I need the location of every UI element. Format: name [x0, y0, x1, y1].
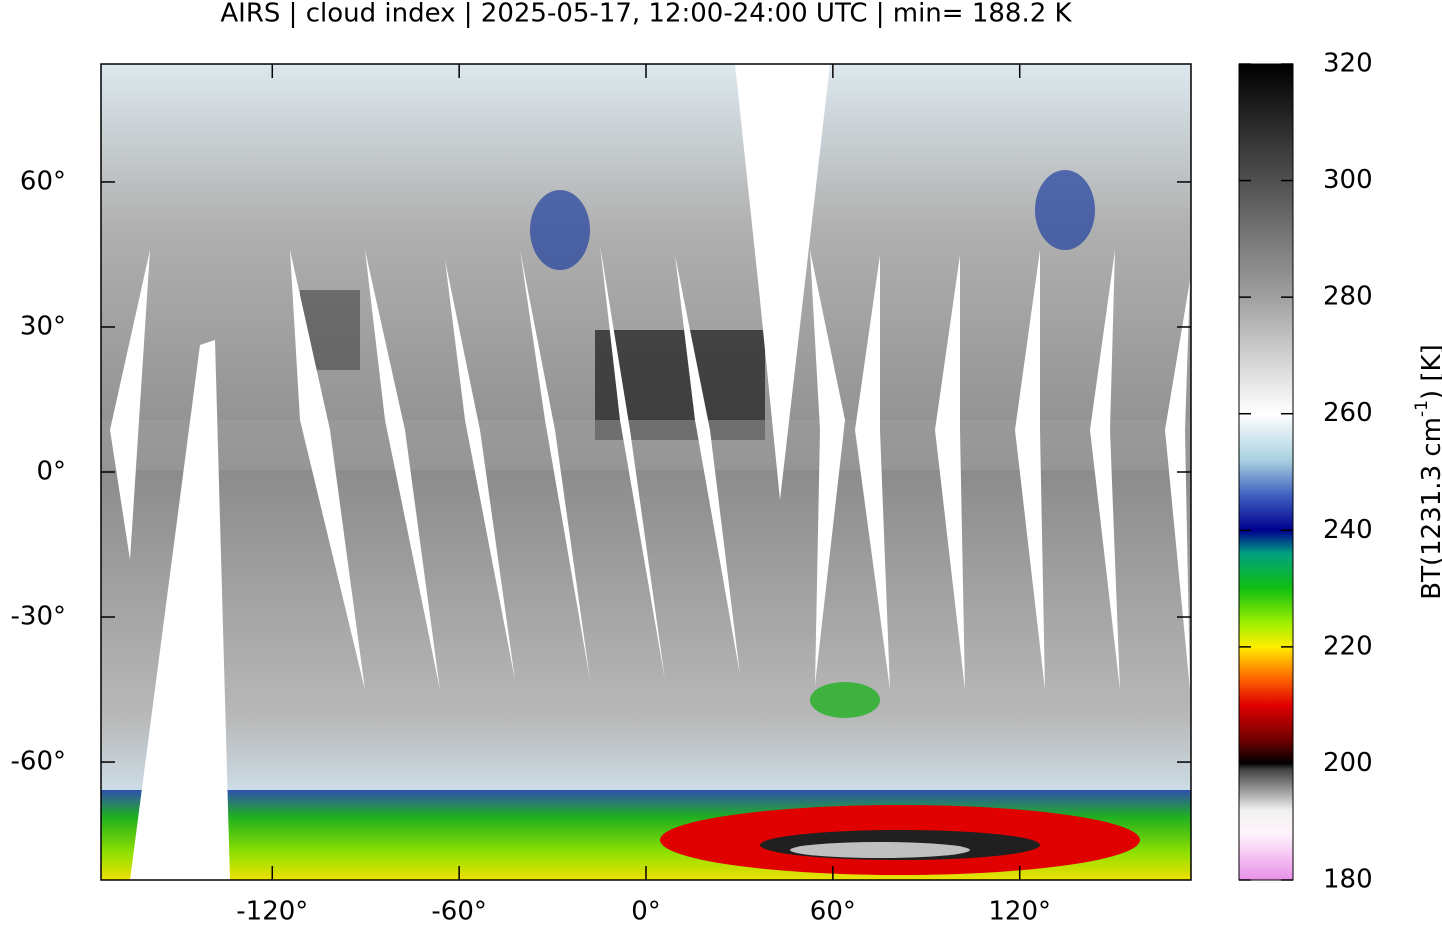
colorbar-label: BT(1231.3 cm-1) [K]: [1412, 344, 1442, 599]
y-tick-label: 30°: [20, 311, 66, 341]
colorbar-tick-label: 240: [1323, 515, 1373, 545]
label-text: BT(1231.3 cm: [1417, 417, 1442, 600]
colorbar-tick-label: 200: [1323, 748, 1373, 778]
title: AIRS | cloud index | 2025-05-17, 12:00-2…: [220, 0, 1072, 29]
colorbar-tick-label: 320: [1323, 49, 1373, 79]
colorbar-tick-label: 180: [1323, 865, 1373, 895]
y-tick-label: -30°: [11, 602, 66, 632]
colorbar-tick-label: 260: [1323, 398, 1373, 428]
colorbar-tick-label: 300: [1323, 165, 1373, 195]
y-tick-label: 60°: [20, 166, 66, 196]
x-tick-label: 60°: [810, 897, 856, 927]
x-tick-label: -120°: [236, 897, 308, 927]
label-suffix: ) [K]: [1417, 344, 1442, 400]
y-tick-label: -60°: [11, 747, 66, 777]
colorbar-tick-label: 220: [1323, 631, 1373, 661]
colorbar-tick-label: 280: [1323, 282, 1373, 312]
colorbar: [1239, 64, 1293, 880]
satellite-image: [101, 64, 1191, 880]
x-tick-label: 0°: [631, 897, 661, 927]
y-tick-label: 0°: [36, 457, 66, 487]
x-tick-label: 120°: [988, 897, 1051, 927]
label-superscript: -1: [1412, 400, 1432, 417]
x-tick-label: -60°: [431, 897, 486, 927]
